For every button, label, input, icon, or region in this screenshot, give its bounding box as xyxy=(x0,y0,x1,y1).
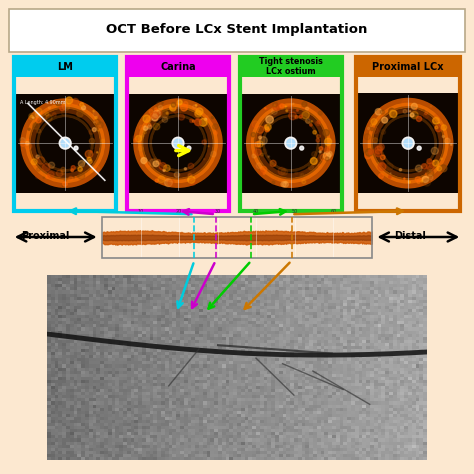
Text: Proximal: Proximal xyxy=(21,231,69,241)
Text: OCT Before LCx Stent Implantation: OCT Before LCx Stent Implantation xyxy=(106,23,368,36)
Bar xyxy=(14,57,116,211)
Text: Proximal LCx: Proximal LCx xyxy=(373,62,444,72)
Text: 60: 60 xyxy=(330,209,337,214)
Bar xyxy=(356,57,460,77)
Text: Tight stenosis
LCx ostium: Tight stenosis LCx ostium xyxy=(259,57,323,76)
Text: 30: 30 xyxy=(215,209,221,214)
Bar xyxy=(356,57,460,211)
Text: LM: LM xyxy=(57,62,73,72)
Bar xyxy=(127,57,229,211)
Text: 20: 20 xyxy=(176,209,182,214)
Text: 50: 50 xyxy=(292,209,298,214)
Bar xyxy=(102,217,372,258)
Bar xyxy=(240,57,342,77)
Bar xyxy=(14,57,116,77)
Text: 40: 40 xyxy=(253,209,259,214)
Text: Carina: Carina xyxy=(160,62,196,72)
Bar xyxy=(127,57,229,77)
Text: 10: 10 xyxy=(137,209,144,214)
FancyBboxPatch shape xyxy=(9,9,465,52)
Text: Distal: Distal xyxy=(394,231,426,241)
Bar xyxy=(240,57,342,211)
